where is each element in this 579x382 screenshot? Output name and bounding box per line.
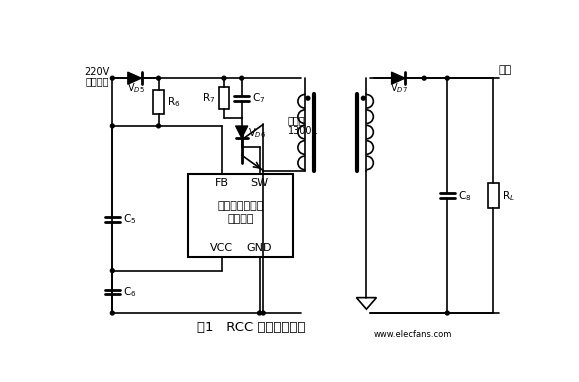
- Text: 220V: 220V: [84, 67, 109, 77]
- Bar: [188, 175, 294, 257]
- Circle shape: [445, 76, 449, 80]
- Text: VCC: VCC: [210, 243, 233, 253]
- Text: R$_L$: R$_L$: [502, 189, 515, 202]
- Text: 集成电路: 集成电路: [228, 214, 254, 225]
- Text: V$_{D7}$: V$_{D7}$: [390, 81, 408, 95]
- Text: 功率管: 功率管: [288, 115, 306, 126]
- Circle shape: [422, 76, 426, 80]
- Bar: [219, 87, 229, 109]
- Text: R$_7$: R$_7$: [202, 91, 215, 105]
- Text: C$_7$: C$_7$: [252, 91, 266, 105]
- Text: SW: SW: [251, 178, 269, 188]
- Text: 反激式开关电源: 反激式开关电源: [217, 201, 263, 211]
- Text: C$_6$: C$_6$: [123, 285, 137, 299]
- Text: GND: GND: [247, 243, 272, 253]
- Circle shape: [111, 76, 114, 80]
- Text: V$_{D5}$: V$_{D5}$: [127, 81, 144, 95]
- Text: V$_{D6}$: V$_{D6}$: [248, 126, 266, 140]
- Bar: [488, 183, 499, 208]
- Text: www.elecfans.com: www.elecfans.com: [373, 330, 452, 339]
- Circle shape: [445, 311, 449, 315]
- Text: R$_6$: R$_6$: [167, 95, 181, 109]
- Circle shape: [258, 311, 262, 315]
- Text: 图1   RCC 典型应用电路: 图1 RCC 典型应用电路: [197, 321, 305, 334]
- Circle shape: [156, 124, 160, 128]
- Text: C$_5$: C$_5$: [123, 212, 137, 227]
- Polygon shape: [391, 72, 405, 84]
- Text: C$_8$: C$_8$: [458, 189, 471, 202]
- Circle shape: [111, 124, 114, 128]
- Circle shape: [361, 96, 365, 100]
- Bar: [153, 90, 164, 114]
- Text: 13001: 13001: [288, 126, 318, 136]
- Polygon shape: [236, 126, 248, 138]
- Polygon shape: [128, 72, 142, 84]
- Circle shape: [156, 76, 160, 80]
- Circle shape: [240, 76, 244, 80]
- Circle shape: [111, 311, 114, 315]
- Text: FB: FB: [215, 178, 229, 188]
- Circle shape: [306, 96, 310, 100]
- Circle shape: [111, 269, 114, 273]
- Circle shape: [261, 311, 265, 315]
- Circle shape: [222, 76, 226, 80]
- Text: 交流输入: 交流输入: [86, 76, 109, 86]
- Text: 输出: 输出: [498, 65, 511, 76]
